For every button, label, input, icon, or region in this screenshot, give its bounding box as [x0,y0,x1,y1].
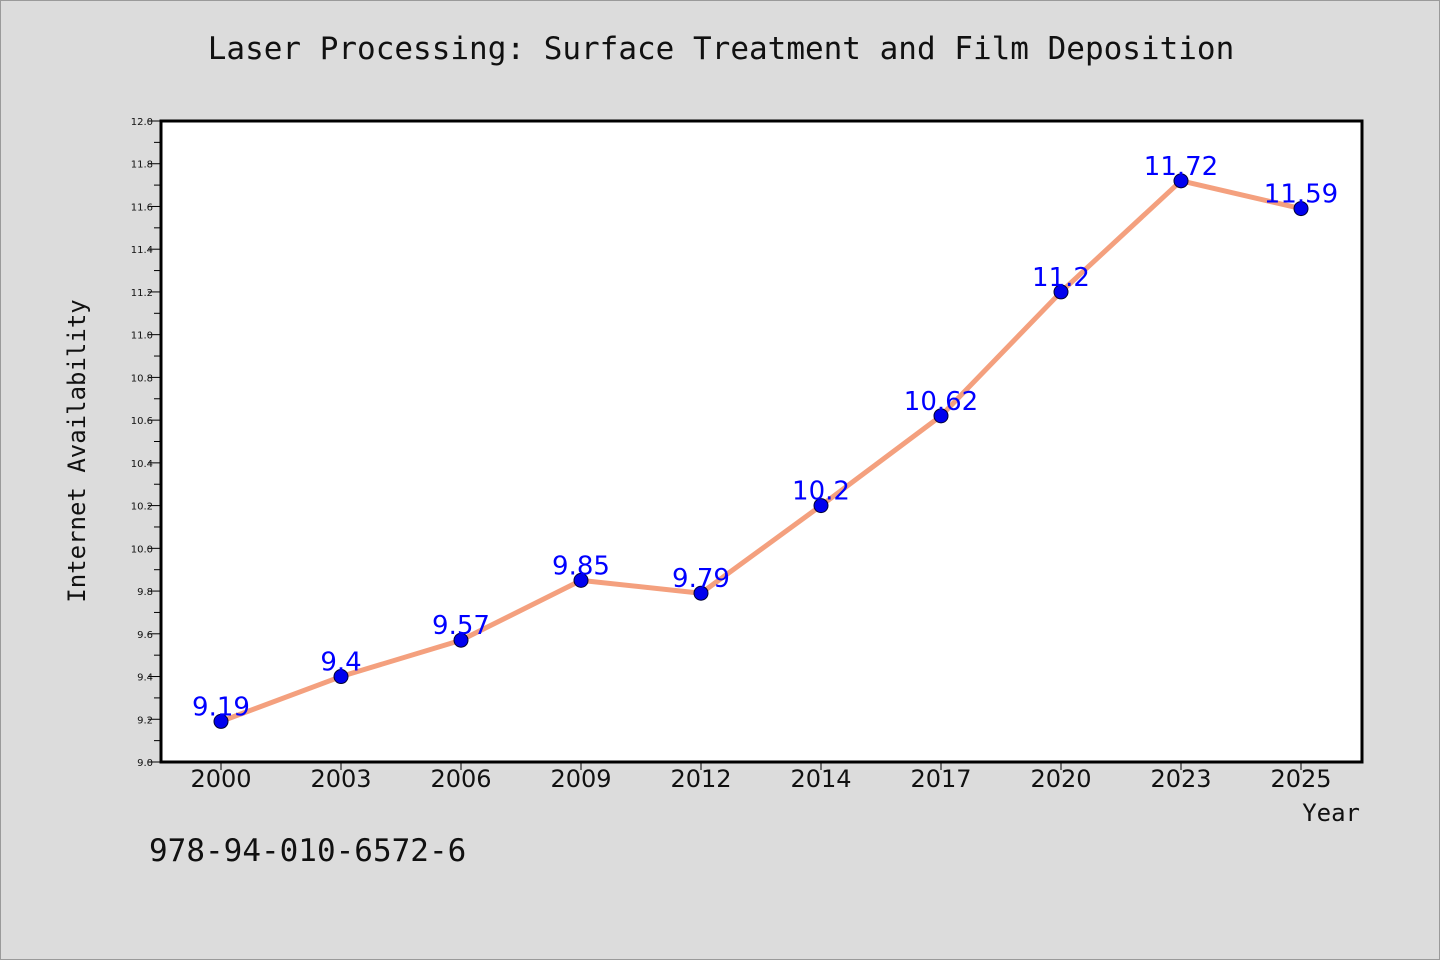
y-tick-label: 10.8 [131,373,153,384]
footer-code: 978-94-010-6572-6 [149,833,467,869]
data-point [573,572,589,588]
data-point [693,585,709,601]
data-label-group: 9.19 9.4 9.57 9.85 9.79 10.2 10.62 11.2 11.72 11.… [192,152,1338,723]
x-tick-label: 2017 [910,765,971,793]
data-label: 9.57 [432,611,490,641]
x-tick-label: 2012 [670,765,731,793]
data-label: 10.62 [904,387,978,417]
y-tick-label: 11.2 [131,288,153,299]
y-tick-label: 11.0 [131,331,153,342]
x-axis-title: Year [1302,799,1360,827]
data-label: 10.2 [792,477,850,507]
y-tick-label: 9.8 [137,587,153,598]
series-line [218,178,1304,724]
y-tick-label: 10.2 [131,502,153,513]
data-point [933,408,949,424]
y-axis-title: Internet Availability [63,299,91,602]
data-label: 11.2 [1032,263,1090,293]
x-tick-label: 2009 [550,765,611,793]
data-label: 9.79 [672,564,730,594]
data-label: 9.19 [192,692,250,722]
x-tick-label: 2000 [190,765,251,793]
data-label: 9.4 [320,648,361,678]
x-tick-label: 2020 [1030,765,1091,793]
y-tick-label: 12.0 [131,117,153,128]
data-label: 11.72 [1144,152,1218,182]
data-point [1293,201,1309,217]
data-label: 11.59 [1264,180,1338,210]
y-tick-label: 10.4 [131,459,153,470]
y-tick-label: 10.0 [131,544,153,555]
x-tick-label: 2014 [790,765,851,793]
x-tick-label: 2003 [310,765,371,793]
data-point [813,498,829,514]
x-axis: 2000 2003 2006 2009 2012 2014 2017 2020 2023 2025 [190,762,1332,793]
y-tick-label: 9.6 [137,630,153,641]
y-tick-label: 11.8 [131,160,153,171]
data-point [1173,173,1189,189]
series-group [218,178,1304,724]
x-tick-label: 2023 [1150,765,1211,793]
x-tick-label: 2006 [430,765,491,793]
y-tick-label: 10.6 [131,416,153,427]
y-tick-label: 11.6 [131,202,153,213]
data-point [333,669,349,685]
y-tick-label: 9.4 [137,673,153,684]
data-label: 9.85 [552,551,610,581]
x-tick-label: 2025 [1270,765,1331,793]
chart-title: Laser Processing: Surface Treatment and … [207,31,1235,67]
data-point [1053,284,1069,300]
data-point [213,713,229,729]
marker-group [213,173,1309,729]
y-tick-label: 9.2 [137,715,153,726]
y-axis: 9.0 9.2 9.4 9.6 9.8 10.0 10.2 10.4 10.6 10.8 11.0 1… [131,117,161,769]
plot-area [159,119,1364,764]
y-tick-label: 11.4 [131,245,153,256]
data-point [453,632,469,648]
y-tick-label: 9.0 [137,758,153,769]
